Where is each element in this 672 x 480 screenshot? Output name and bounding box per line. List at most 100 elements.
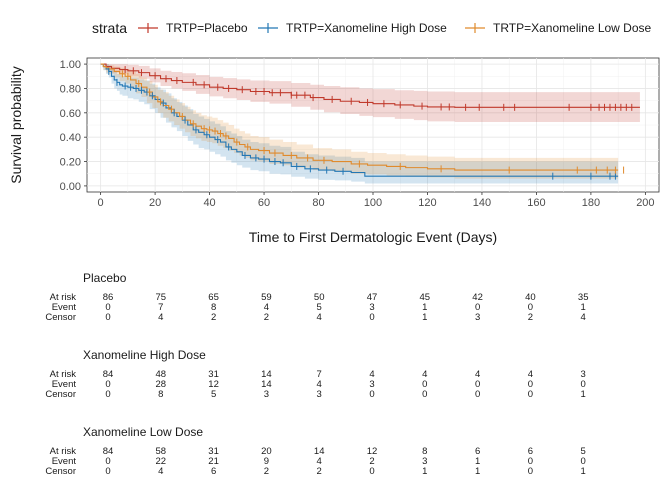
y-axis: 0.00 0.20 0.40 0.60 0.80 1.00: [60, 59, 87, 193]
risk-cell: 28: [156, 379, 167, 390]
risk-cell: 58: [156, 446, 167, 457]
risk-cell: 0: [105, 312, 110, 323]
risk-cell: 22: [156, 456, 167, 467]
risk-cell: 3: [264, 389, 269, 400]
risk-cell: 1: [422, 312, 427, 323]
risk-cell: 3: [317, 389, 322, 400]
risk-cell: 0: [475, 302, 480, 313]
risk-cell: 1: [581, 302, 586, 313]
risk-cell: 7: [317, 369, 322, 380]
risk-cell: 8: [211, 302, 216, 313]
risk-cell: 4: [317, 312, 322, 323]
risk-cell: 6: [528, 446, 533, 457]
risk-cell: 2: [211, 312, 216, 323]
risk-cell: 5: [581, 446, 586, 457]
risk-cell: 0: [528, 389, 533, 400]
risk-cell: 0: [105, 456, 110, 467]
x-tick-label: 80: [312, 197, 324, 209]
risk-cell: 84: [103, 446, 114, 457]
ci-band-low-dose: [100, 64, 619, 179]
risk-cell: 5: [211, 389, 216, 400]
y-axis-title: Survival probability: [8, 66, 24, 184]
risk-cell: 4: [317, 456, 322, 467]
risk-cell: 0: [581, 379, 586, 390]
risk-cell: 3: [422, 456, 427, 467]
risk-cell: 0: [528, 466, 533, 477]
risk-cell: 12: [367, 446, 378, 457]
risk-row-label: Event: [52, 456, 77, 467]
risk-cell: 1: [422, 302, 427, 313]
risk-cell: 14: [261, 379, 272, 390]
legend-item-placebo: TRTP=Placebo: [138, 21, 248, 35]
risk-cell: 65: [208, 292, 219, 303]
x-tick-label: 140: [473, 197, 491, 209]
risk-cell: 35: [578, 292, 589, 303]
risk-cell: 4: [158, 466, 163, 477]
risk-cell: 0: [105, 302, 110, 313]
x-axis-title: Time to First Dermatologic Event (Days): [249, 229, 497, 245]
risk-cell: 4: [369, 369, 374, 380]
risk-cell: 31: [208, 446, 219, 457]
risk-cell: 50: [314, 292, 325, 303]
grid: [87, 58, 659, 192]
risk-cell: 4: [422, 369, 427, 380]
risk-row-label: Event: [52, 302, 77, 313]
risk-cell: 86: [103, 292, 114, 303]
risk-cell: 0: [369, 466, 374, 477]
risk-cell: 0: [528, 456, 533, 467]
x-tick-label: 180: [582, 197, 600, 209]
risk-cell: 84: [103, 369, 114, 380]
risk-table-title: Xanomeline Low Dose: [83, 425, 203, 439]
risk-cell: 2: [369, 456, 374, 467]
risk-cell: 75: [156, 292, 167, 303]
legend-label-low-dose: TRTP=Xanomeline Low Dose: [493, 21, 652, 35]
risk-row-label: Censor: [45, 466, 76, 477]
risk-cell: 9: [264, 456, 269, 467]
risk-cell: 31: [208, 369, 219, 380]
legend-item-low-dose: TRTP=Xanomeline Low Dose: [465, 21, 652, 35]
survival-line-high-dose: [100, 63, 619, 177]
plot-panel: [86, 57, 660, 193]
risk-cell: 42: [472, 292, 483, 303]
risk-cell: 1: [475, 466, 480, 477]
risk-cell: 6: [475, 446, 480, 457]
risk-cell: 47: [367, 292, 378, 303]
risk-cell: 4: [317, 379, 322, 390]
risk-cell: 4: [581, 312, 586, 323]
risk-cell: 1: [475, 456, 480, 467]
risk-cell: 4: [528, 369, 533, 380]
legend: strata TRTP=Placebo TRTP=Xanomeline High…: [92, 20, 652, 36]
ci-band-high-dose: [100, 64, 619, 184]
risk-cell: 48: [156, 369, 167, 380]
legend-item-high-dose: TRTP=Xanomeline High Dose: [258, 21, 447, 35]
x-tick-label: 20: [149, 197, 161, 209]
x-tick-label: 200: [636, 197, 654, 209]
risk-cell: 1: [581, 466, 586, 477]
survival-line-low-dose: [100, 63, 619, 171]
risk-cell: 4: [264, 302, 269, 313]
risk-cell: 0: [105, 379, 110, 390]
risk-cell: 0: [105, 389, 110, 400]
risk-cell: 40: [525, 292, 536, 303]
x-tick-label: 0: [98, 197, 104, 209]
risk-row-label: At risk: [50, 446, 77, 457]
legend-label-high-dose: TRTP=Xanomeline High Dose: [286, 21, 447, 35]
risk-cell: 8: [158, 389, 163, 400]
risk-cell: 0: [105, 466, 110, 477]
risk-cell: 14: [314, 446, 325, 457]
legend-title: strata: [92, 20, 127, 36]
risk-cell: 4: [158, 312, 163, 323]
x-tick-label: 40: [203, 197, 215, 209]
risk-cell: 2: [264, 466, 269, 477]
risk-cell: 3: [581, 369, 586, 380]
risk-cell: 0: [475, 379, 480, 390]
censor-marks: [108, 66, 633, 180]
legend-label-placebo: TRTP=Placebo: [166, 21, 248, 35]
risk-cell: 2: [528, 312, 533, 323]
risk-cell: 7: [158, 302, 163, 313]
risk-cell: 12: [208, 379, 219, 390]
risk-cell: 3: [475, 312, 480, 323]
